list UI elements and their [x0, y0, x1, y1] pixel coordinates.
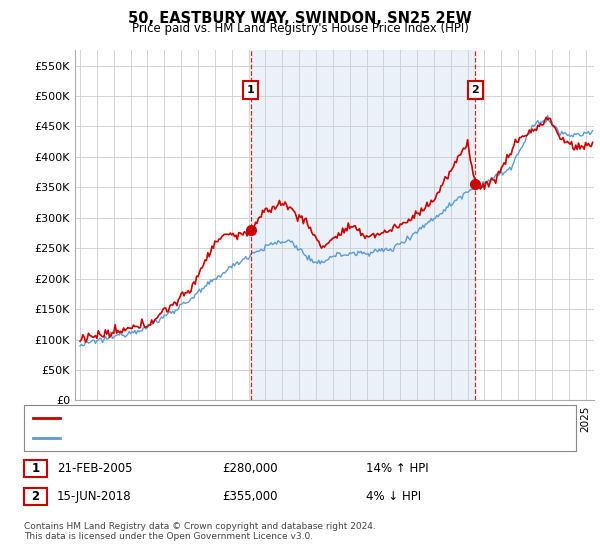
- Bar: [251, 50, 475, 400]
- Text: £280,000: £280,000: [222, 462, 278, 475]
- Text: Price paid vs. HM Land Registry's House Price Index (HPI): Price paid vs. HM Land Registry's House …: [131, 22, 469, 35]
- Text: 1: 1: [247, 85, 254, 95]
- Text: 2: 2: [31, 490, 40, 503]
- Text: 14% ↑ HPI: 14% ↑ HPI: [366, 462, 428, 475]
- Text: HPI: Average price, detached house, Swindon: HPI: Average price, detached house, Swin…: [66, 433, 315, 443]
- Text: 15-JUN-2018: 15-JUN-2018: [57, 490, 131, 503]
- Text: 2: 2: [472, 85, 479, 95]
- Text: 21-FEB-2005: 21-FEB-2005: [57, 462, 133, 475]
- Text: 4% ↓ HPI: 4% ↓ HPI: [366, 490, 421, 503]
- Text: 1: 1: [31, 462, 40, 475]
- Text: £355,000: £355,000: [222, 490, 277, 503]
- Text: 50, EASTBURY WAY, SWINDON, SN25 2EW: 50, EASTBURY WAY, SWINDON, SN25 2EW: [128, 11, 472, 26]
- Text: Contains HM Land Registry data © Crown copyright and database right 2024.
This d: Contains HM Land Registry data © Crown c…: [24, 522, 376, 542]
- Text: 50, EASTBURY WAY, SWINDON, SN25 2EW (detached house): 50, EASTBURY WAY, SWINDON, SN25 2EW (det…: [66, 413, 395, 423]
